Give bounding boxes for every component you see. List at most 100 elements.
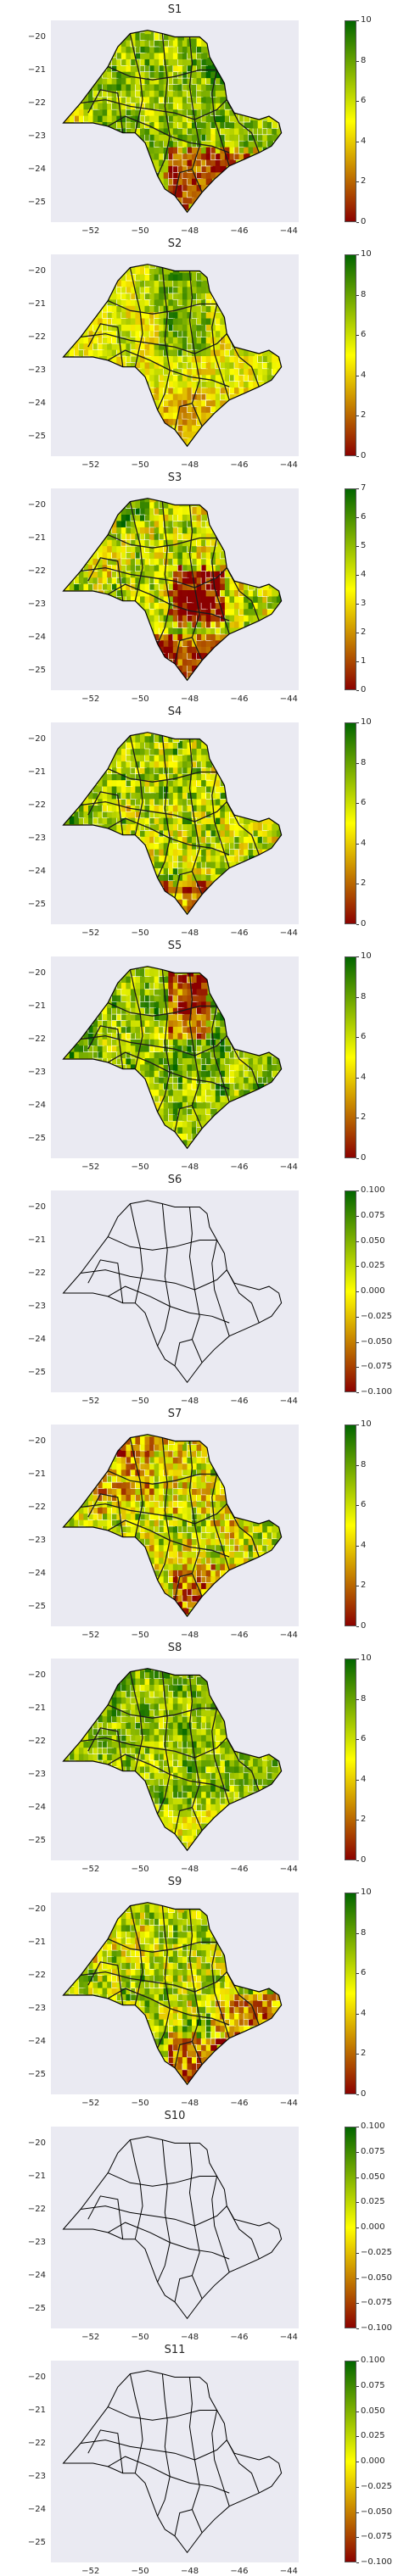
x-tick-label: −52 <box>74 694 108 704</box>
colorbar-tick-label: 0.100 <box>361 1185 385 1196</box>
colorbar-tick-mark <box>356 604 359 605</box>
municipality-fills <box>64 26 283 213</box>
map-axes <box>51 2127 299 2328</box>
y-tick-label: −25 <box>0 900 46 910</box>
y-tick-label: −22 <box>0 1503 46 1513</box>
colorbar-tick-label: 0 <box>361 217 366 227</box>
colorbar-tick-mark <box>356 456 359 457</box>
y-tick-label: −25 <box>0 198 46 208</box>
colorbar-tick-label: 4 <box>361 371 366 381</box>
x-tick-label: −44 <box>272 1397 306 1406</box>
y-tick-label: −20 <box>0 32 46 42</box>
state-map <box>51 2361 299 2562</box>
x-tick-label: −50 <box>123 1865 157 1874</box>
colorbar-tick-label: 5 <box>361 541 366 551</box>
state-outline <box>64 1201 282 1383</box>
x-tick-label: −46 <box>222 226 256 236</box>
x-tick-label: −46 <box>222 928 256 938</box>
colorbar-tick-label: 4 <box>361 1541 366 1551</box>
colorbar-tick-label: 0 <box>361 919 366 929</box>
colorbar-tick-label: 0.050 <box>361 1236 385 1246</box>
y-tick-label: −24 <box>0 2505 46 2515</box>
colorbar-tick-label: 6 <box>361 1500 366 1510</box>
colorbar-tick-label: 6 <box>361 798 366 808</box>
x-tick-label: −52 <box>74 2099 108 2108</box>
colorbar-tick-label: 0.075 <box>361 2381 385 2391</box>
colorbar-tick-mark <box>356 1037 359 1038</box>
panel-title: S2 <box>51 237 299 250</box>
panel-title: S4 <box>51 705 299 718</box>
x-tick-label: −46 <box>222 1631 256 1640</box>
colorbar-tick-label: 1 <box>361 656 366 666</box>
colorbar-tick-mark <box>356 1933 359 1934</box>
x-tick-label: −52 <box>74 928 108 938</box>
colorbar-tick-mark <box>356 1078 359 1079</box>
colorbar-tick-mark <box>356 181 359 182</box>
y-tick-label: −23 <box>0 1536 46 1546</box>
colorbar-tick-mark <box>356 722 359 723</box>
x-tick-label: −50 <box>123 226 157 236</box>
colorbar-tick-mark <box>356 2177 359 2178</box>
colorbar-tick-label: 0.100 <box>361 2356 385 2366</box>
colorbar-tick-mark <box>356 2094 359 2095</box>
colorbar-tick-mark <box>356 488 359 489</box>
x-tick-label: −48 <box>173 694 207 704</box>
colorbar-tick-mark <box>356 1241 359 1242</box>
x-tick-label: −44 <box>272 1865 306 1874</box>
colorbar-tick-label: −0.050 <box>361 2507 392 2517</box>
y-tick-label: −20 <box>0 968 46 979</box>
map-axes <box>51 254 299 456</box>
colorbar-tick-mark <box>356 575 359 576</box>
x-tick-label: −46 <box>222 2333 256 2342</box>
panel-title: S5 <box>51 940 299 952</box>
colorbar-tick-label: 6 <box>361 1032 366 1042</box>
colorbar-tick-label: −0.050 <box>361 1337 392 1347</box>
y-tick-label: −21 <box>0 1001 46 1012</box>
colorbar-tick-label: −0.100 <box>361 1387 392 1397</box>
map-axes <box>51 1190 299 1392</box>
panel-title: S9 <box>51 1876 299 1888</box>
y-tick-label: −21 <box>0 1469 46 1480</box>
x-tick-label: −46 <box>222 2567 256 2576</box>
colorbar-tick-mark <box>356 1317 359 1318</box>
y-tick-label: −20 <box>0 2138 46 2149</box>
colorbar-tick-label: 2 <box>361 627 366 638</box>
state-map <box>51 254 299 456</box>
colorbar-outline <box>345 2127 356 2328</box>
x-tick-label: −48 <box>173 2333 207 2342</box>
panel-title: S11 <box>51 2344 299 2356</box>
colorbar-tick-mark <box>356 1266 359 1267</box>
y-tick-label: −20 <box>0 266 46 276</box>
panel-title: S6 <box>51 1174 299 1186</box>
colorbar-tick-label: 6 <box>361 1968 366 1978</box>
colorbar-tick-label: −0.075 <box>361 1362 392 1372</box>
colorbar-tick-mark <box>356 2512 359 2513</box>
colorbar-tick-label: 0.025 <box>361 2197 385 2207</box>
colorbar-tick-mark <box>356 1158 359 1159</box>
x-tick-label: −44 <box>272 1163 306 1172</box>
x-tick-label: −52 <box>74 2333 108 2342</box>
y-tick-label: −22 <box>0 332 46 343</box>
colorbar-tick-mark <box>356 1216 359 1217</box>
x-tick-label: −46 <box>222 1865 256 1874</box>
y-tick-label: −21 <box>0 533 46 544</box>
municipality-fills <box>64 1664 282 1851</box>
y-tick-label: −25 <box>0 432 46 442</box>
colorbar-tick-label: 8 <box>361 992 366 1002</box>
y-tick-label: −23 <box>0 1302 46 1312</box>
colorbar-tick-mark <box>356 1973 359 1974</box>
y-tick-label: −22 <box>0 2205 46 2215</box>
y-tick-label: −24 <box>0 2037 46 2047</box>
colorbar-tick-mark <box>356 844 359 845</box>
colorbar-tick-label: 10 <box>361 1887 372 1898</box>
colorbar-tick-mark <box>356 1505 359 1506</box>
colorbar-tick-label: 0 <box>361 1621 366 1631</box>
y-tick-label: −21 <box>0 1938 46 1948</box>
y-tick-label: −25 <box>0 1134 46 1144</box>
colorbar-tick-label: 0.025 <box>361 1261 385 1271</box>
